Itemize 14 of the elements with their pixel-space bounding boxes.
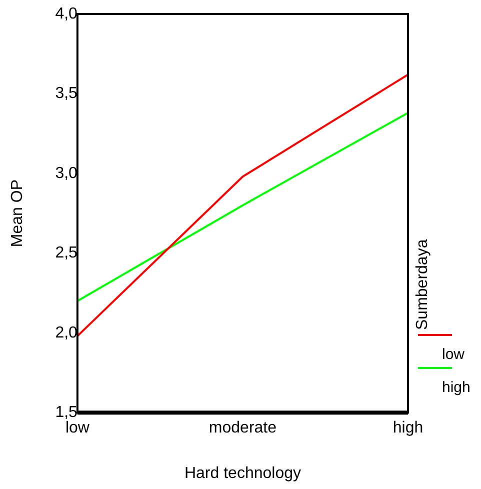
x-tick-label: moderate xyxy=(208,420,277,437)
x-tick-label: high xyxy=(392,420,424,437)
legend-label: high xyxy=(442,379,471,396)
y-tick-label: 1,5 xyxy=(55,404,78,422)
y-axis-title: Mean OP xyxy=(9,180,26,248)
y-tick-label: 2,5 xyxy=(55,244,78,262)
x-axis-title: Hard technology xyxy=(184,464,301,482)
y-tick-label: 2,0 xyxy=(55,324,78,342)
legend-label: low xyxy=(442,346,466,363)
y-tick-label: 4,0 xyxy=(55,5,78,22)
y-tick-label: 3,5 xyxy=(55,85,78,102)
y-tick-label: 3,0 xyxy=(55,164,78,182)
x-tick-label: low xyxy=(65,420,90,437)
legend-title: Sumberdaya xyxy=(414,238,432,330)
